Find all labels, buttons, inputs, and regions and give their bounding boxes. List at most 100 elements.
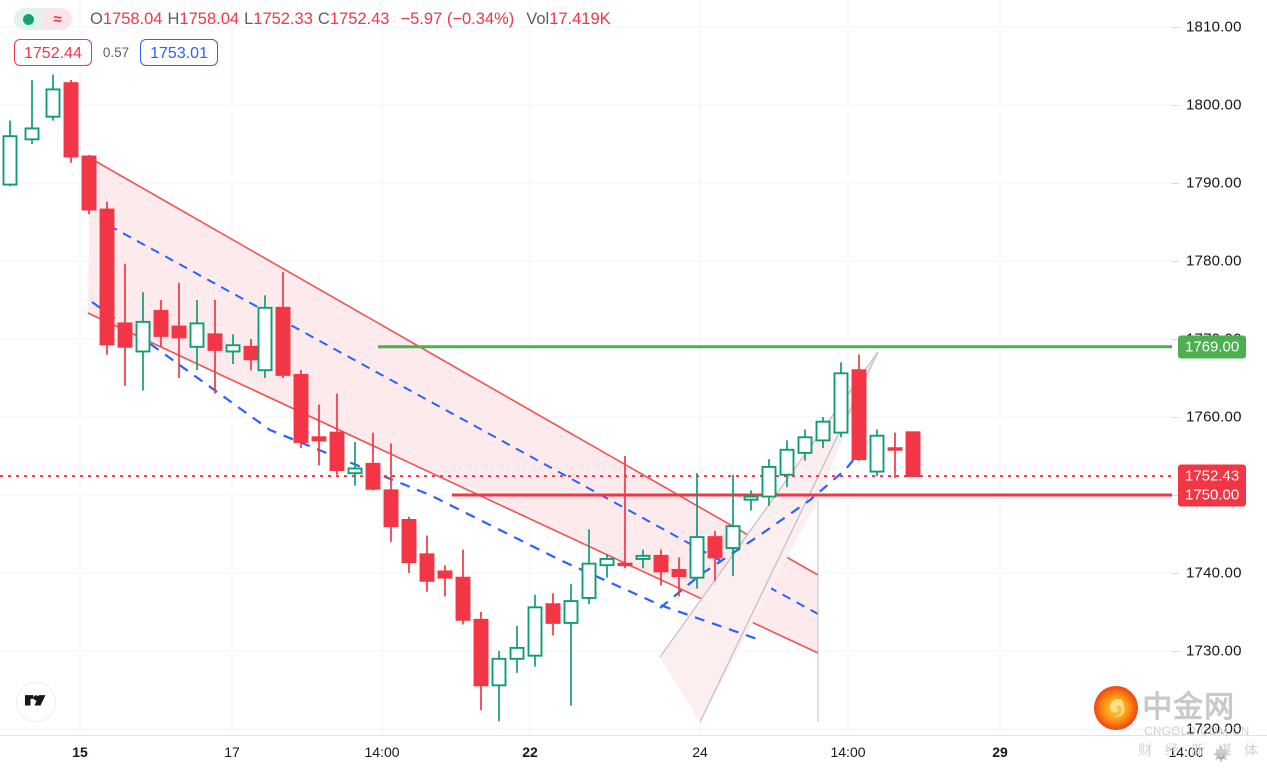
- level-high-badge[interactable]: 1753.01: [140, 39, 218, 66]
- candle-body: [2, 135, 18, 186]
- candle-body: [671, 568, 687, 578]
- candle: [293, 370, 309, 449]
- candle: [347, 441, 363, 486]
- candle-body: [243, 345, 259, 361]
- price-badge-green[interactable]: 1769.00: [1178, 335, 1247, 359]
- candle-body: [743, 495, 759, 501]
- price-axis-tickmark: [1172, 495, 1179, 496]
- candle: [671, 557, 687, 597]
- candle: [135, 292, 151, 391]
- candle: [905, 431, 921, 477]
- candle-body: [869, 434, 885, 473]
- candle: [851, 354, 867, 461]
- candle-body: [81, 155, 97, 211]
- price-axis-tickmark: [1172, 417, 1179, 418]
- price-axis-tickmark: [1172, 183, 1179, 184]
- candle: [599, 554, 615, 578]
- candle: [243, 339, 259, 371]
- candle-body: [527, 606, 543, 657]
- time-axis-tick: 24: [692, 744, 708, 760]
- tradingview-logo-icon[interactable]: [16, 682, 56, 722]
- candle: [63, 80, 79, 163]
- candle-body: [189, 322, 205, 348]
- candle-body: [135, 320, 151, 353]
- candle: [563, 583, 579, 706]
- ohlc-open: O1758.04: [90, 9, 163, 28]
- candle: [653, 549, 669, 586]
- candle-body: [635, 554, 651, 560]
- candle-body: [171, 325, 187, 339]
- chart-legend: ≈ O1758.04 H1758.04 L1752.33 C1752.43 −5…: [14, 6, 611, 67]
- candle-body: [599, 558, 615, 567]
- candle: [2, 120, 18, 187]
- candle-body: [293, 373, 309, 443]
- candle: [225, 334, 241, 364]
- candle-body: [725, 525, 741, 549]
- candle: [311, 404, 327, 466]
- candle-body: [153, 309, 169, 337]
- price-axis[interactable]: 1810.001800.001790.001780.001770.001760.…: [1172, 0, 1267, 738]
- time-axis[interactable]: 15 17 14:00 22 24 14:00 29 14:00: [0, 735, 1267, 768]
- time-axis-tick: 22: [522, 744, 538, 760]
- candle: [401, 516, 417, 573]
- descending-channel-upper: [89, 157, 819, 576]
- descending-channel-lower: [87, 312, 819, 654]
- price-axis-tickmark: [1172, 729, 1179, 730]
- tv-glyph: [25, 694, 46, 706]
- price-badge-red2[interactable]: 1750.00: [1178, 483, 1247, 507]
- price-axis-tick: 1740.00: [1186, 564, 1242, 582]
- candle-body: [347, 467, 363, 475]
- candle: [617, 456, 633, 569]
- candle-body: [311, 436, 327, 442]
- candle-body: [45, 88, 61, 118]
- candle-body: [617, 562, 633, 567]
- chart-plot-area[interactable]: [0, 0, 1172, 736]
- chart-canvas: [0, 0, 1172, 736]
- price-axis-tickmark: [1172, 105, 1179, 106]
- price-axis-tick: 1780.00: [1186, 252, 1242, 270]
- candle-body: [905, 431, 921, 477]
- candle: [419, 535, 435, 592]
- price-axis-tickmark: [1172, 339, 1179, 340]
- descending-channel-fill: [88, 158, 818, 653]
- candle: [329, 393, 345, 475]
- price-axis-tick: 1810.00: [1186, 18, 1242, 36]
- candle: [257, 295, 273, 378]
- candle: [99, 201, 115, 355]
- time-axis-tick: 17: [224, 744, 240, 760]
- candle-body: [437, 570, 453, 579]
- candle: [207, 300, 223, 394]
- candle: [45, 74, 61, 121]
- time-axis-tick: 14:00: [830, 744, 866, 760]
- time-axis-tick: 29: [992, 744, 1008, 760]
- candle: [24, 80, 40, 144]
- price-axis-tick: 1790.00: [1186, 174, 1242, 192]
- candle-body: [365, 462, 381, 490]
- ohlc-high: H1758.04: [167, 9, 240, 28]
- candle: [689, 473, 705, 589]
- price-axis-tick: 1730.00: [1186, 642, 1242, 660]
- candle-body: [225, 344, 241, 353]
- candle: [797, 429, 813, 461]
- ohlc-change: −5.97 (−0.34%): [400, 9, 515, 28]
- candle: [189, 300, 205, 371]
- candle-body: [653, 554, 669, 573]
- symbol-status-pill[interactable]: ≈: [14, 8, 72, 30]
- candle-body: [383, 489, 399, 528]
- price-badge-red[interactable]: 1752.43: [1178, 464, 1247, 488]
- volume-label: Vol: [526, 9, 550, 28]
- candle: [635, 549, 651, 569]
- candle-body: [24, 127, 40, 141]
- gear-icon[interactable]: [1211, 746, 1231, 766]
- level-low-badge[interactable]: 1752.44: [14, 39, 92, 66]
- candle: [707, 530, 723, 581]
- candle-body: [581, 562, 597, 599]
- candle: [887, 432, 903, 478]
- price-axis-tick: 1800.00: [1186, 96, 1242, 114]
- price-axis-tickmark: [1172, 27, 1179, 28]
- candle-body: [117, 322, 133, 348]
- price-axis-tickmark: [1172, 573, 1179, 574]
- candle-body: [707, 536, 723, 559]
- time-axis-tick: 14:00: [364, 744, 400, 760]
- candle-body: [473, 618, 489, 687]
